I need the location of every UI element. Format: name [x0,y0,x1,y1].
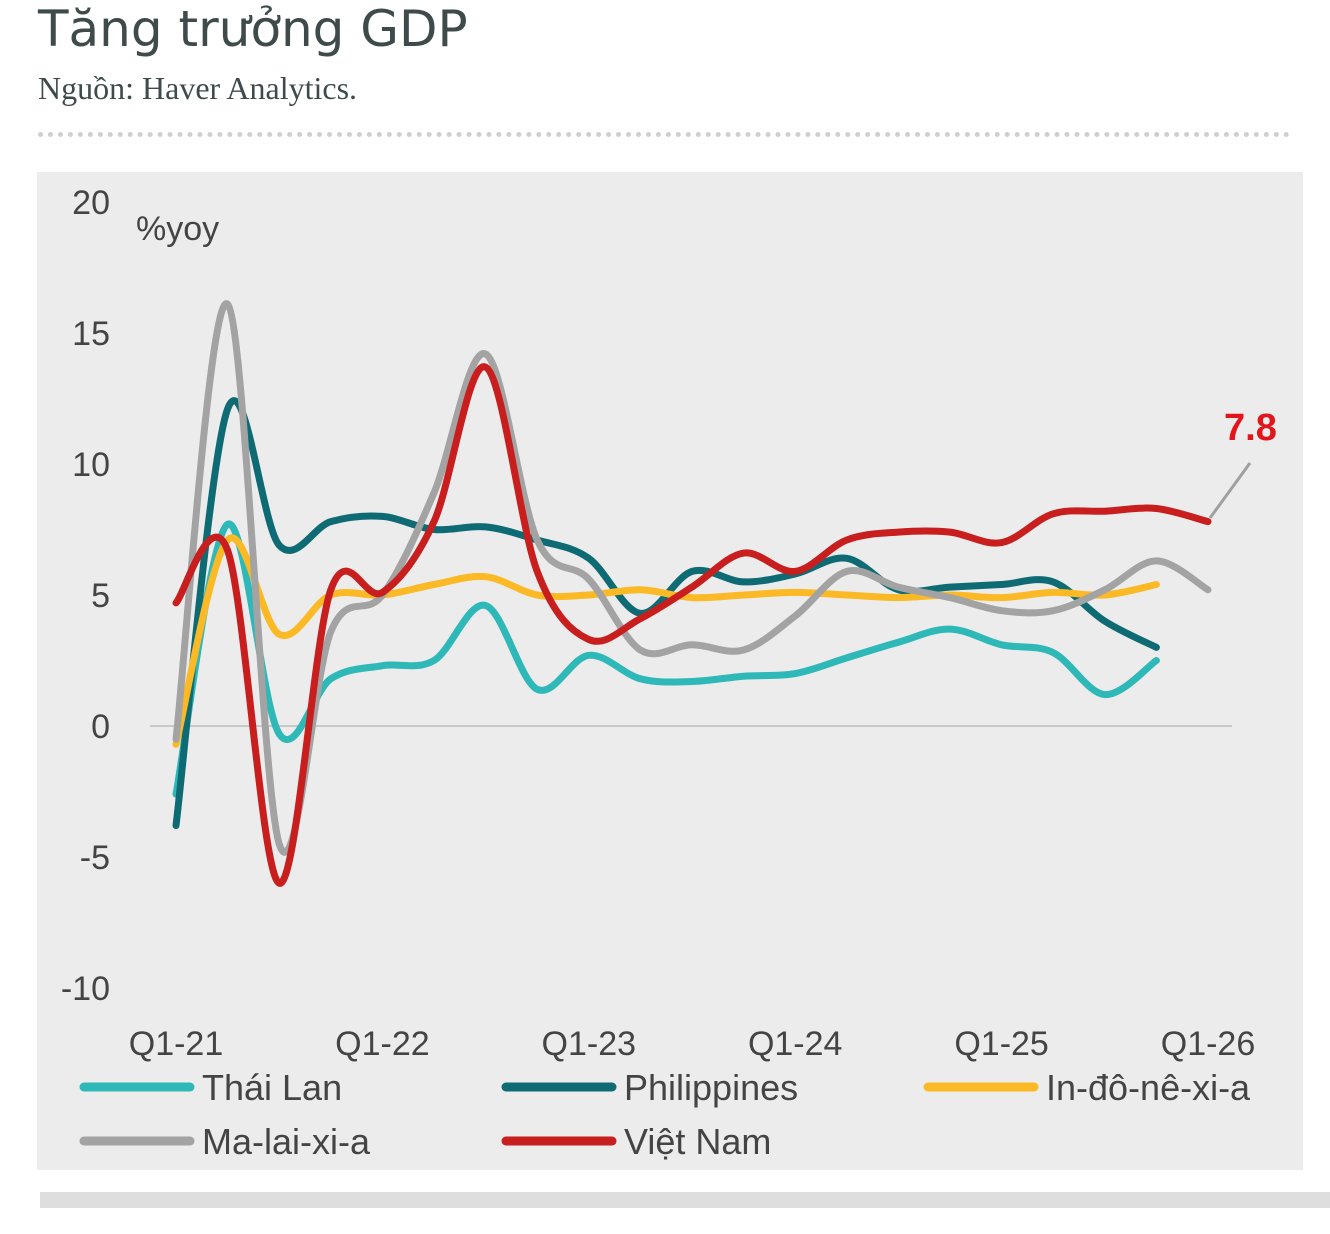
dotted-divider [38,132,1290,137]
series-line-in-do-ne-xi-a [172,534,1160,748]
y-tick-label: 5 [91,577,110,615]
legend-label: Việt Nam [624,1121,771,1162]
y-tick-label: -5 [80,839,110,877]
page-title: Tăng trưởng GDP [38,0,468,58]
series-line-ma-lai-xi-a [172,300,1212,856]
legend-item-thai-lan: Thái Lan [79,1067,342,1108]
y-tick-label: 0 [91,708,110,746]
x-tick-label: Q1-26 [1161,1025,1256,1063]
legend-label: Thái Lan [202,1067,342,1108]
annotation-leader-line [1208,462,1252,519]
legend: Thái Lan Philippines In-đô-nê-xi-a Ma-lai-x… [79,1067,1251,1162]
y-axis-label: %yoy [136,210,219,248]
y-tick-label: -10 [61,970,110,1008]
series-lines [172,300,1212,887]
y-tick-label: 15 [72,315,110,353]
series-line-viet-nam [172,363,1212,887]
chart-panel [37,172,1303,1170]
x-tick-label: Q1-24 [748,1025,843,1063]
legend-label: Ma-lai-xi-a [202,1121,371,1162]
x-axis: Q1-21 Q1-22 Q1-23 Q1-24 Q1-25 Q1-26 [129,1025,1256,1063]
bottom-bar [40,1192,1330,1208]
x-tick-label: Q1-22 [335,1025,430,1063]
legend-item-in-do-ne-xi-a: In-đô-nê-xi-a [923,1067,1251,1108]
legend-item-viet-nam: Việt Nam [501,1121,771,1162]
y-axis: 20 15 10 5 0 -5 -10 [61,184,110,1008]
x-tick-label: Q1-21 [129,1025,224,1063]
y-tick-label: 20 [72,184,110,222]
x-tick-label: Q1-23 [542,1025,637,1063]
series-line-thai-lan [172,520,1160,798]
x-tick-label: Q1-25 [954,1025,1049,1063]
legend-label: Philippines [624,1067,798,1108]
vietnam-latest-value-label: 7.8 [1224,407,1277,449]
legend-item-philippines: Philippines [501,1067,798,1108]
legend-label: In-đô-nê-xi-a [1046,1067,1251,1108]
source-note: Nguồn: Haver Analytics. [38,70,358,106]
legend-item-ma-lai-xi-a: Ma-lai-xi-a [79,1121,371,1162]
y-tick-label: 10 [72,446,110,484]
